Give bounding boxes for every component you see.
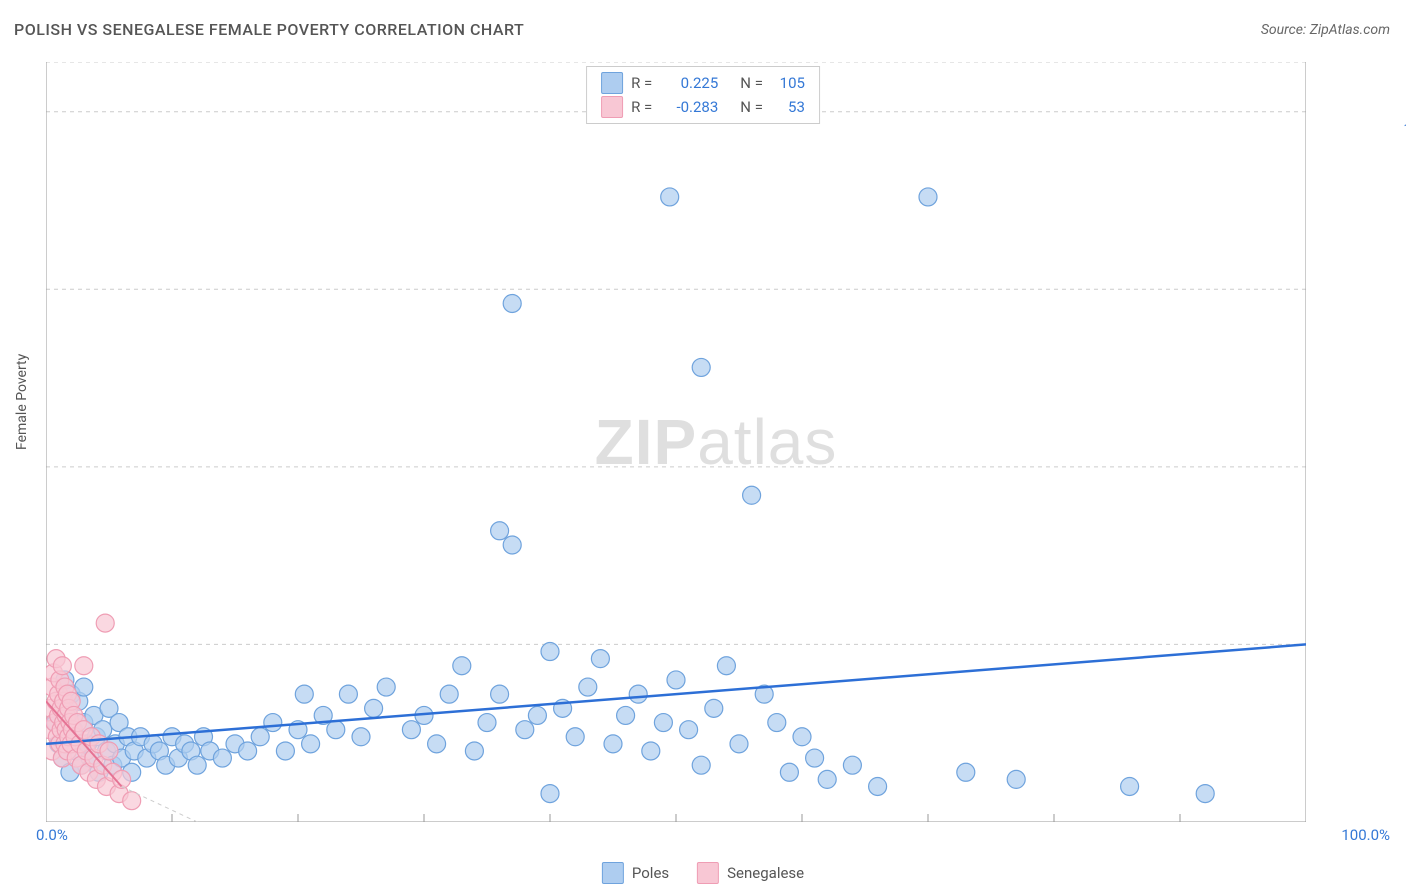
legend-label-poles: Poles [632,864,669,882]
legend-swatch-poles [602,862,624,884]
legend-r-value-poles: 0.225 [660,71,718,95]
legend-item-poles: Poles [602,862,669,884]
legend-row-senegalese: R = -0.283 N = 53 [601,95,805,119]
y-tick-label: 100.0% [1392,120,1406,138]
legend-swatch-poles [601,72,623,94]
y-tick-label: 50.0% [1392,475,1406,493]
correlation-legend: R = 0.225 N = 105 R = -0.283 N = 53 [586,66,820,124]
legend-r-label: R = [631,71,652,95]
legend-r-value-senegalese: -0.283 [660,95,718,119]
chart-area: ZIPatlas 25.0%50.0%75.0%100.0% 0.0% 100.… [46,62,1386,822]
y-tick-label: 75.0% [1392,297,1406,315]
legend-n-value-poles: 105 [771,71,805,95]
chart-title: POLISH VS SENEGALESE FEMALE POVERTY CORR… [14,20,524,39]
legend-r-label: R = [631,95,652,119]
legend-n-label: N = [740,71,763,95]
legend-item-senegalese: Senegalese [697,862,804,884]
scatter-chart-svg [46,62,1306,822]
legend-label-senegalese: Senegalese [727,864,804,882]
legend-swatch-senegalese [697,862,719,884]
legend-n-value-senegalese: 53 [771,95,805,119]
source-attribution: Source: ZipAtlas.com [1261,22,1390,38]
y-axis-label: Female Poverty [14,354,30,450]
legend-swatch-senegalese [601,96,623,118]
legend-n-label: N = [740,95,763,119]
x-axis-start-label: 0.0% [36,826,68,844]
series-legend: Poles Senegalese [602,862,804,884]
y-tick-label: 25.0% [1392,652,1406,670]
x-axis-end-label: 100.0% [1341,826,1390,844]
legend-row-poles: R = 0.225 N = 105 [601,71,805,95]
